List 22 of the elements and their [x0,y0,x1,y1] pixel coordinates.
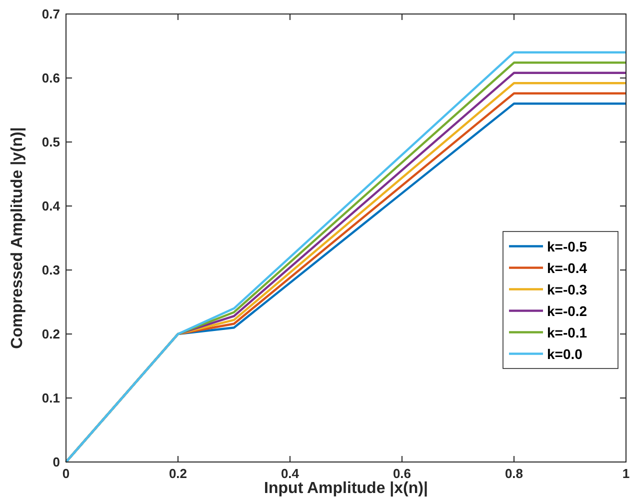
x-tick-label: 0.2 [168,466,188,481]
y-axis-title: Compressed Amplitude |y(n)| [9,127,26,349]
y-tick-label: 0.5 [42,134,60,150]
y-tick-label: 0.2 [42,326,60,342]
x-tick-label: 0.8 [504,466,524,481]
x-axis-title: Input Amplitude |x(n)| [264,480,428,497]
y-tick-label: 0.6 [42,70,60,86]
y-tick-label: 0.3 [42,262,60,278]
y-tick-label: 0 [52,454,60,470]
legend-label: k=-0.3 [547,281,588,298]
x-tick-label: 0.4 [280,466,300,481]
legend-label: k=-0.4 [547,260,588,276]
y-tick-label: 0.1 [42,390,60,406]
legend-label: k=-0.5 [547,238,588,254]
y-tick-label: 0.4 [42,198,61,214]
legend-label: k=0.0 [547,346,583,362]
x-tick-label: 0.6 [392,466,412,481]
x-tick-label: 1 [622,466,630,481]
x-tick-label: 0 [62,466,70,481]
legend-label: k=-0.2 [547,302,588,319]
y-tick-label: 0.7 [42,6,60,22]
legend-label: k=-0.1 [547,324,588,340]
